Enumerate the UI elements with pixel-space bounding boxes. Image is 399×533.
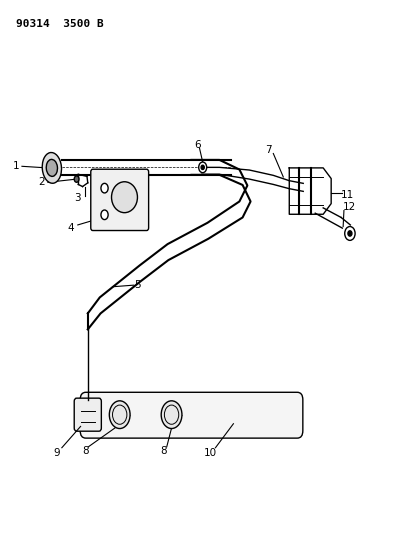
Text: 5: 5 (134, 280, 141, 290)
Text: 1: 1 (13, 161, 19, 171)
Text: 9: 9 (53, 448, 60, 457)
Ellipse shape (111, 182, 137, 213)
Circle shape (201, 165, 204, 169)
Text: 6: 6 (194, 140, 201, 150)
Circle shape (74, 176, 79, 182)
Circle shape (101, 210, 108, 220)
Ellipse shape (42, 152, 61, 183)
FancyBboxPatch shape (91, 169, 148, 230)
Text: 2: 2 (39, 177, 45, 187)
Text: 4: 4 (68, 223, 74, 233)
Circle shape (161, 401, 182, 429)
Text: 12: 12 (342, 202, 356, 212)
Circle shape (109, 401, 130, 429)
Text: 7: 7 (265, 146, 271, 155)
Circle shape (345, 227, 355, 240)
Ellipse shape (46, 159, 57, 176)
Text: 10: 10 (204, 448, 217, 457)
Circle shape (101, 183, 108, 193)
Text: 3: 3 (75, 193, 81, 203)
Text: 8: 8 (160, 447, 167, 456)
FancyBboxPatch shape (80, 392, 303, 438)
Circle shape (199, 162, 207, 173)
Text: 11: 11 (340, 190, 354, 199)
FancyBboxPatch shape (74, 398, 101, 431)
Text: 90314  3500 B: 90314 3500 B (16, 19, 104, 29)
Text: 8: 8 (83, 447, 89, 456)
Circle shape (348, 231, 352, 236)
